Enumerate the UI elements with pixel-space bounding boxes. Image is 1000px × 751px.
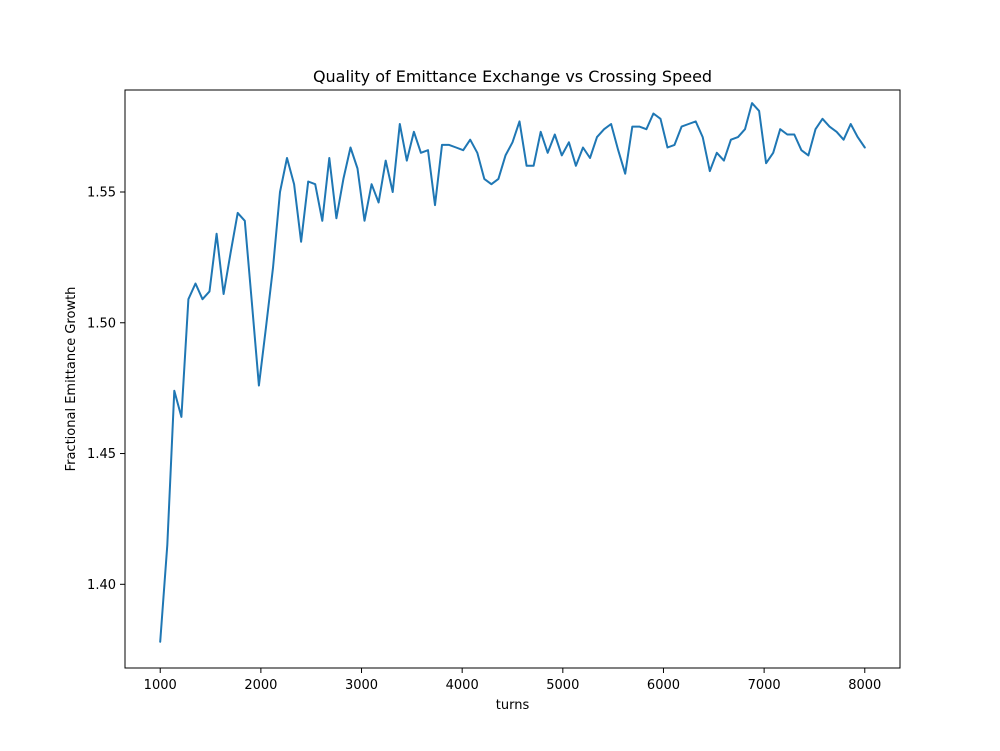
y-axis-title: Fractional Emittance Growth <box>64 287 79 472</box>
x-axis: 1000 2000 3000 4000 5000 6000 7000 8000 <box>144 668 881 693</box>
x-tick-label: 7000 <box>748 678 781 693</box>
y-tick-label: 1.50 <box>87 316 116 331</box>
y-tick-label: 1.40 <box>87 578 116 593</box>
y-axis: 1.40 1.45 1.50 1.55 <box>87 186 125 593</box>
x-tick-label: 2000 <box>244 678 277 693</box>
x-tick-label: 6000 <box>647 678 680 693</box>
x-tick-label: 8000 <box>848 678 881 693</box>
y-tick-label: 1.45 <box>87 447 116 462</box>
plot-frame <box>124 89 901 669</box>
plot-area <box>124 89 901 669</box>
chart-title: Quality of Emittance Exchange vs Crossin… <box>313 67 712 86</box>
x-tick-label: 5000 <box>546 678 579 693</box>
x-axis-title: turns <box>496 698 530 713</box>
y-tick-label: 1.55 <box>87 186 116 201</box>
x-tick-label: 4000 <box>446 678 479 693</box>
x-tick-label: 3000 <box>345 678 378 693</box>
x-tick-label: 1000 <box>144 678 177 693</box>
series-line <box>159 102 866 643</box>
